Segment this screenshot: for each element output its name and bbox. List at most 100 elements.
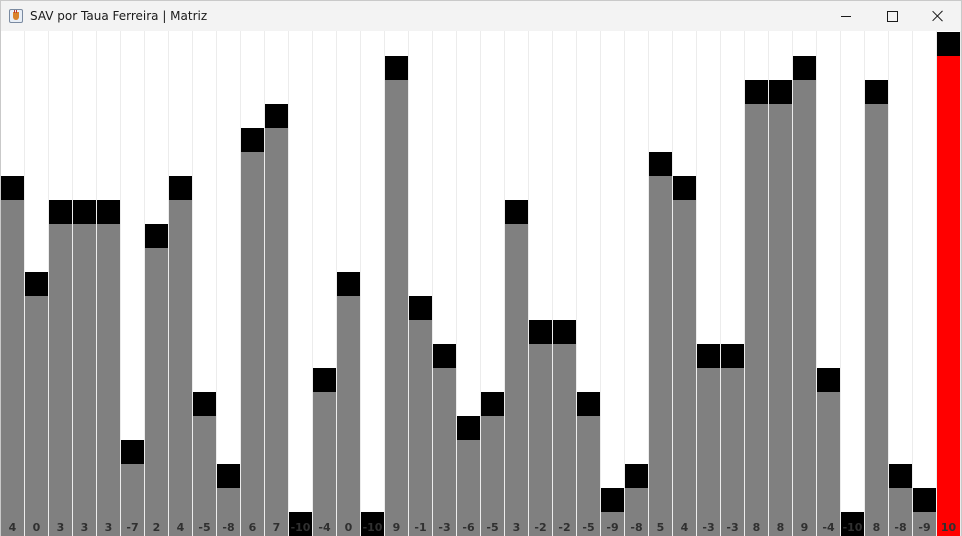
value-label: 5 xyxy=(656,521,665,534)
value-label: -3 xyxy=(702,521,715,534)
array-column: 8 xyxy=(745,31,769,536)
array-column: -4 xyxy=(817,31,841,536)
value-bar xyxy=(745,104,768,536)
minimize-icon xyxy=(841,15,851,17)
bar-cap xyxy=(673,176,696,200)
array-column: -3 xyxy=(433,31,457,536)
value-label: 4 xyxy=(8,521,17,534)
array-column: -5 xyxy=(193,31,217,536)
title-bar[interactable]: SAV por Taua Ferreira | Matriz xyxy=(1,1,961,31)
array-column: -9 xyxy=(601,31,625,536)
bar-cap xyxy=(289,512,312,536)
window-title: SAV por Taua Ferreira | Matriz xyxy=(30,9,208,23)
value-bar xyxy=(529,344,552,536)
value-label: 2 xyxy=(152,521,161,534)
close-icon xyxy=(932,10,944,22)
bar-cap xyxy=(769,80,792,104)
minimize-button[interactable] xyxy=(823,1,869,31)
array-column: -2 xyxy=(529,31,553,536)
bar-cap xyxy=(1,176,24,200)
value-label: -6 xyxy=(462,521,475,534)
bar-cap xyxy=(457,416,480,440)
array-column: 3 xyxy=(97,31,121,536)
array-column: -10 xyxy=(361,31,385,536)
value-bar xyxy=(409,320,432,536)
value-label: -8 xyxy=(894,521,907,534)
bar-cap xyxy=(73,200,96,224)
bar-cap xyxy=(865,80,888,104)
bar-cap xyxy=(121,440,144,464)
value-bar xyxy=(817,392,840,536)
bar-cap xyxy=(913,488,936,512)
value-label: -7 xyxy=(126,521,139,534)
value-label: -8 xyxy=(630,521,643,534)
value-bar xyxy=(217,488,240,536)
value-label: -3 xyxy=(438,521,451,534)
value-bar xyxy=(25,296,48,536)
array-column: 5 xyxy=(649,31,673,536)
value-bar xyxy=(793,80,816,536)
array-column: -3 xyxy=(697,31,721,536)
value-bar xyxy=(433,368,456,536)
bar-cap xyxy=(337,272,360,296)
java-cup-icon xyxy=(9,9,23,23)
value-label: 9 xyxy=(392,521,401,534)
value-bar xyxy=(769,104,792,536)
bar-cap xyxy=(505,200,528,224)
array-column: 2 xyxy=(145,31,169,536)
bar-cap xyxy=(577,392,600,416)
value-bar xyxy=(913,512,936,536)
value-bar xyxy=(313,392,336,536)
value-bar xyxy=(73,224,96,536)
value-bar xyxy=(481,416,504,536)
value-bar xyxy=(649,176,672,536)
value-bar xyxy=(457,440,480,536)
value-bar xyxy=(385,80,408,536)
array-column: 9 xyxy=(793,31,817,536)
value-label: 8 xyxy=(776,521,785,534)
value-label: 8 xyxy=(872,521,881,534)
value-bar xyxy=(1,200,24,536)
array-column: -10 xyxy=(841,31,865,536)
array-column: 10 xyxy=(937,31,961,536)
value-label: 7 xyxy=(272,521,281,534)
value-bar xyxy=(193,416,216,536)
bar-cap xyxy=(649,152,672,176)
value-bar xyxy=(721,368,744,536)
array-column: -9 xyxy=(913,31,937,536)
bar-cap xyxy=(937,32,960,56)
value-bar xyxy=(49,224,72,536)
value-label: 0 xyxy=(32,521,41,534)
bar-cap xyxy=(49,200,72,224)
bar-cap xyxy=(841,512,864,536)
bar-cap xyxy=(145,224,168,248)
value-bar xyxy=(241,152,264,536)
maximize-button[interactable] xyxy=(869,1,915,31)
array-column: 3 xyxy=(73,31,97,536)
value-bar xyxy=(673,200,696,536)
array-column: 4 xyxy=(1,31,25,536)
bar-cap xyxy=(625,464,648,488)
value-label: -2 xyxy=(558,521,571,534)
value-bar xyxy=(121,464,144,536)
close-button[interactable] xyxy=(915,1,961,31)
bar-cap xyxy=(553,320,576,344)
array-column: 6 xyxy=(241,31,265,536)
bar-cap xyxy=(409,296,432,320)
value-bar xyxy=(265,128,288,536)
value-label: -5 xyxy=(582,521,595,534)
highlighted-bar xyxy=(937,56,960,536)
value-label: 3 xyxy=(56,521,65,534)
value-bar xyxy=(625,488,648,536)
value-label: -3 xyxy=(726,521,739,534)
value-label: -4 xyxy=(822,521,835,534)
array-column: -3 xyxy=(721,31,745,536)
value-bar xyxy=(553,344,576,536)
bar-cap xyxy=(25,272,48,296)
value-label: -10 xyxy=(290,521,311,534)
bar-cap xyxy=(193,392,216,416)
bar-cap xyxy=(361,512,384,536)
bar-cap xyxy=(889,464,912,488)
bar-cap xyxy=(97,200,120,224)
